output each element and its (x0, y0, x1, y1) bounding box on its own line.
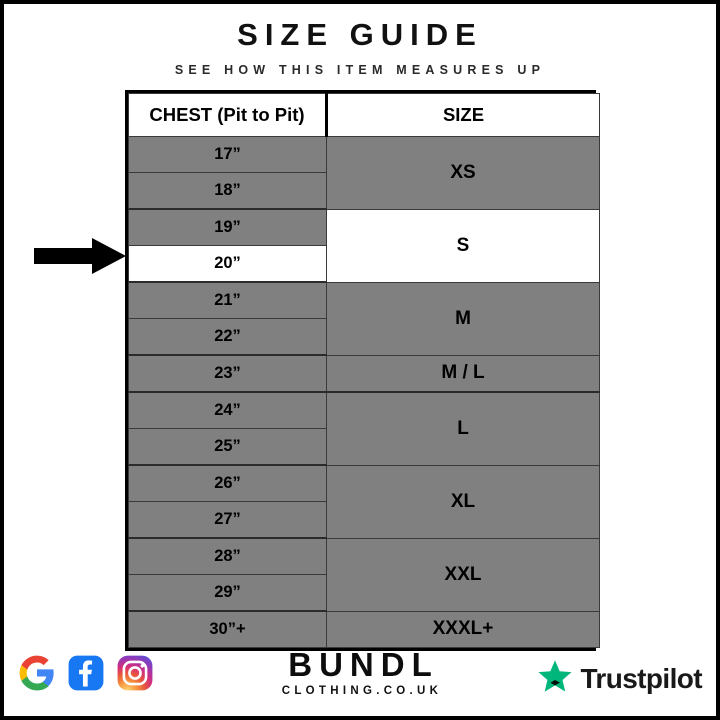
size-cell-selected: S (326, 208, 600, 283)
chest-cell: 25” (128, 428, 327, 466)
chest-cell: 19” (128, 208, 327, 246)
chest-cell: 26” (128, 464, 327, 502)
table-row[interactable]: 28” XXL (128, 537, 600, 612)
chest-cell: 27” (128, 501, 327, 539)
trustpilot-logo[interactable]: Trustpilot (537, 658, 703, 699)
size-cell: XL (326, 464, 600, 539)
chest-cell: 30”+ (128, 610, 327, 648)
instagram-icon[interactable] (116, 654, 154, 692)
trustpilot-star-icon (537, 658, 573, 699)
table-row-selected[interactable]: 20” (128, 245, 600, 283)
footer: BUNDL CLOTHING.CO.UK Trustpilot (4, 644, 716, 716)
chest-cell: 21” (128, 281, 327, 319)
table-row[interactable]: 27” (128, 501, 600, 539)
table-row[interactable]: 24” L (128, 391, 600, 466)
trustpilot-wordmark: Trustpilot (580, 662, 702, 694)
table-row[interactable]: 21” M (128, 281, 600, 356)
size-cell: M / L (326, 354, 600, 393)
table-row[interactable]: 26” XL (128, 464, 600, 539)
column-header-chest: CHEST (Pit to Pit) (128, 93, 328, 137)
table-row[interactable]: 29” (128, 574, 600, 612)
size-cell: XXL (326, 537, 600, 612)
table-row[interactable]: 19” S (128, 208, 600, 283)
column-header-size: SIZE (326, 93, 600, 137)
brand-name: BUNDL (288, 646, 439, 683)
size-table-body: CHEST (Pit to Pit) SIZE 17” XS 18” 19” S… (128, 93, 600, 648)
header: SIZE GUIDE SEE HOW THIS ITEM MEASURES UP (4, 4, 716, 77)
selected-size-arrow (34, 238, 126, 274)
table-header-row: CHEST (Pit to Pit) SIZE (128, 93, 600, 137)
table-row[interactable]: 25” (128, 428, 600, 466)
google-icon[interactable] (18, 654, 56, 692)
chest-cell: 18” (128, 172, 327, 210)
size-cell: XXXL+ (326, 610, 600, 648)
page-title: SIZE GUIDE (237, 17, 483, 52)
chest-cell-selected: 20” (128, 245, 327, 283)
size-guide-card: SIZE GUIDE SEE HOW THIS ITEM MEASURES UP… (4, 4, 716, 716)
chest-cell: 17” (128, 136, 327, 173)
chest-cell: 28” (128, 537, 327, 575)
facebook-icon[interactable] (67, 654, 105, 692)
size-cell: L (326, 391, 600, 466)
social-links (18, 654, 154, 692)
table-row[interactable]: 22” (128, 318, 600, 356)
chest-cell: 29” (128, 574, 327, 612)
size-table-container: CHEST (Pit to Pit) SIZE 17” XS 18” 19” S… (125, 90, 600, 651)
chest-cell: 22” (128, 318, 327, 356)
table-row[interactable]: 18” (128, 172, 600, 210)
size-table: CHEST (Pit to Pit) SIZE 17” XS 18” 19” S… (128, 93, 600, 648)
table-row[interactable]: 23” M / L (128, 354, 600, 393)
size-cell: XS (326, 136, 600, 210)
table-row[interactable]: 17” XS (128, 136, 600, 210)
table-row[interactable]: 30”+ XXXL+ (128, 610, 600, 648)
chest-cell: 24” (128, 391, 327, 429)
chest-cell: 23” (128, 354, 327, 393)
brand-website: CLOTHING.CO.UK (281, 684, 443, 697)
brand-logo: BUNDL CLOTHING.CO.UK (4, 646, 716, 697)
page-subtitle: SEE HOW THIS ITEM MEASURES UP (174, 63, 546, 78)
size-cell: M (326, 281, 600, 356)
